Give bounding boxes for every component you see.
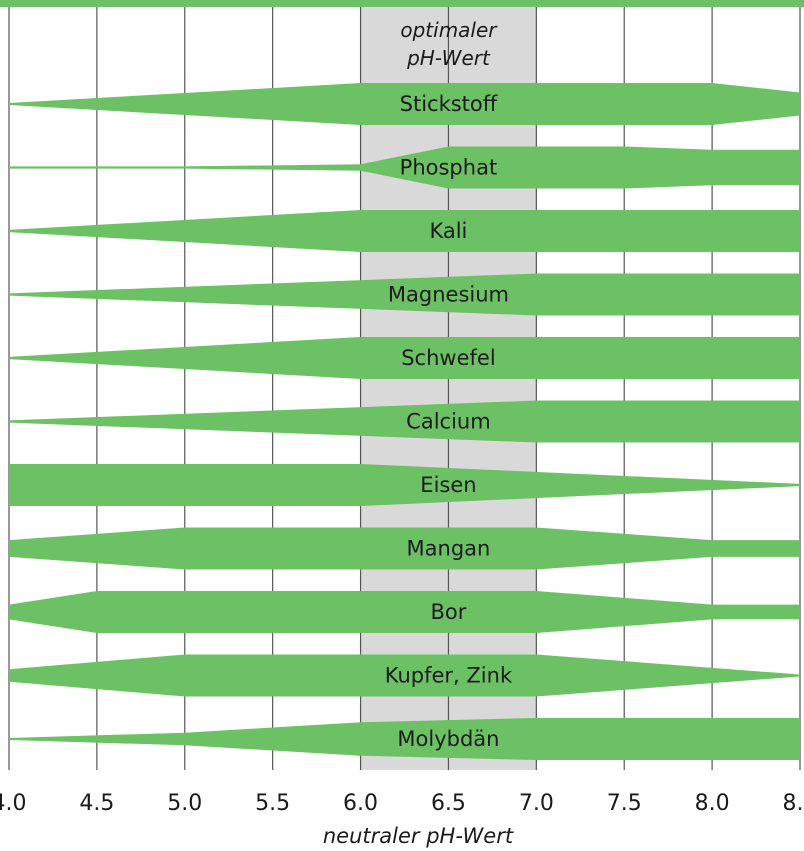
x-tick-label: 5.5 xyxy=(255,791,290,816)
x-tick-label: 6.5 xyxy=(431,791,466,816)
nutrient-band xyxy=(9,718,800,760)
nutrient-band xyxy=(9,210,800,252)
x-tick-label: 4.0 xyxy=(0,791,27,816)
nutrient-label: Schwefel xyxy=(401,346,495,370)
nutrient-band xyxy=(9,400,800,443)
nutrient-label: Phosphat xyxy=(400,156,498,180)
x-tick-label: 6.0 xyxy=(343,791,378,816)
nutrient-band xyxy=(9,337,800,379)
nutrient-label: Molybdän xyxy=(397,727,499,751)
nutrient-label: Eisen xyxy=(420,473,476,497)
nutrient-band xyxy=(9,464,800,506)
nutrient-band xyxy=(9,527,800,570)
x-tick-label: 8.5 xyxy=(783,791,804,816)
nutrient-label: Magnesium xyxy=(388,283,509,307)
nutrient-label: Kali xyxy=(429,219,467,243)
x-tick-label: 5.0 xyxy=(167,791,202,816)
x-axis-title: neutraler pH-Wert xyxy=(323,824,514,848)
nutrient-label: Kupfer, Zink xyxy=(385,664,513,688)
nutrient-bands xyxy=(9,83,800,760)
x-axis-ticks: 4.0 4.5 5.0 5.5 6.0 6.5 7.0 7.5 8.0 8.5 xyxy=(0,791,804,816)
nutrient-band xyxy=(9,146,800,189)
nutrient-band xyxy=(9,591,800,633)
x-tick-label: 7.0 xyxy=(519,791,554,816)
nutrient-label: Calcium xyxy=(406,410,491,434)
nutrient-band xyxy=(9,273,800,316)
nutrient-band xyxy=(9,83,800,125)
grid-lines xyxy=(8,7,801,770)
optimal-label-line2: pH-Wert xyxy=(406,46,491,70)
nutrient-label: Mangan xyxy=(407,537,491,561)
top-bar xyxy=(0,0,804,7)
optimal-label-line1: optimaler xyxy=(400,18,498,42)
nutrient-label: Bor xyxy=(430,600,466,624)
x-tick-label: 4.5 xyxy=(79,791,114,816)
nutrient-labels: Stickstoff Phosphat Kali Magnesium Schwefel C… xyxy=(385,92,513,751)
nutrient-label: Stickstoff xyxy=(400,92,498,116)
nutrient-band xyxy=(9,654,800,697)
x-tick-label: 8.0 xyxy=(695,791,730,816)
x-tick-label: 7.5 xyxy=(607,791,642,816)
